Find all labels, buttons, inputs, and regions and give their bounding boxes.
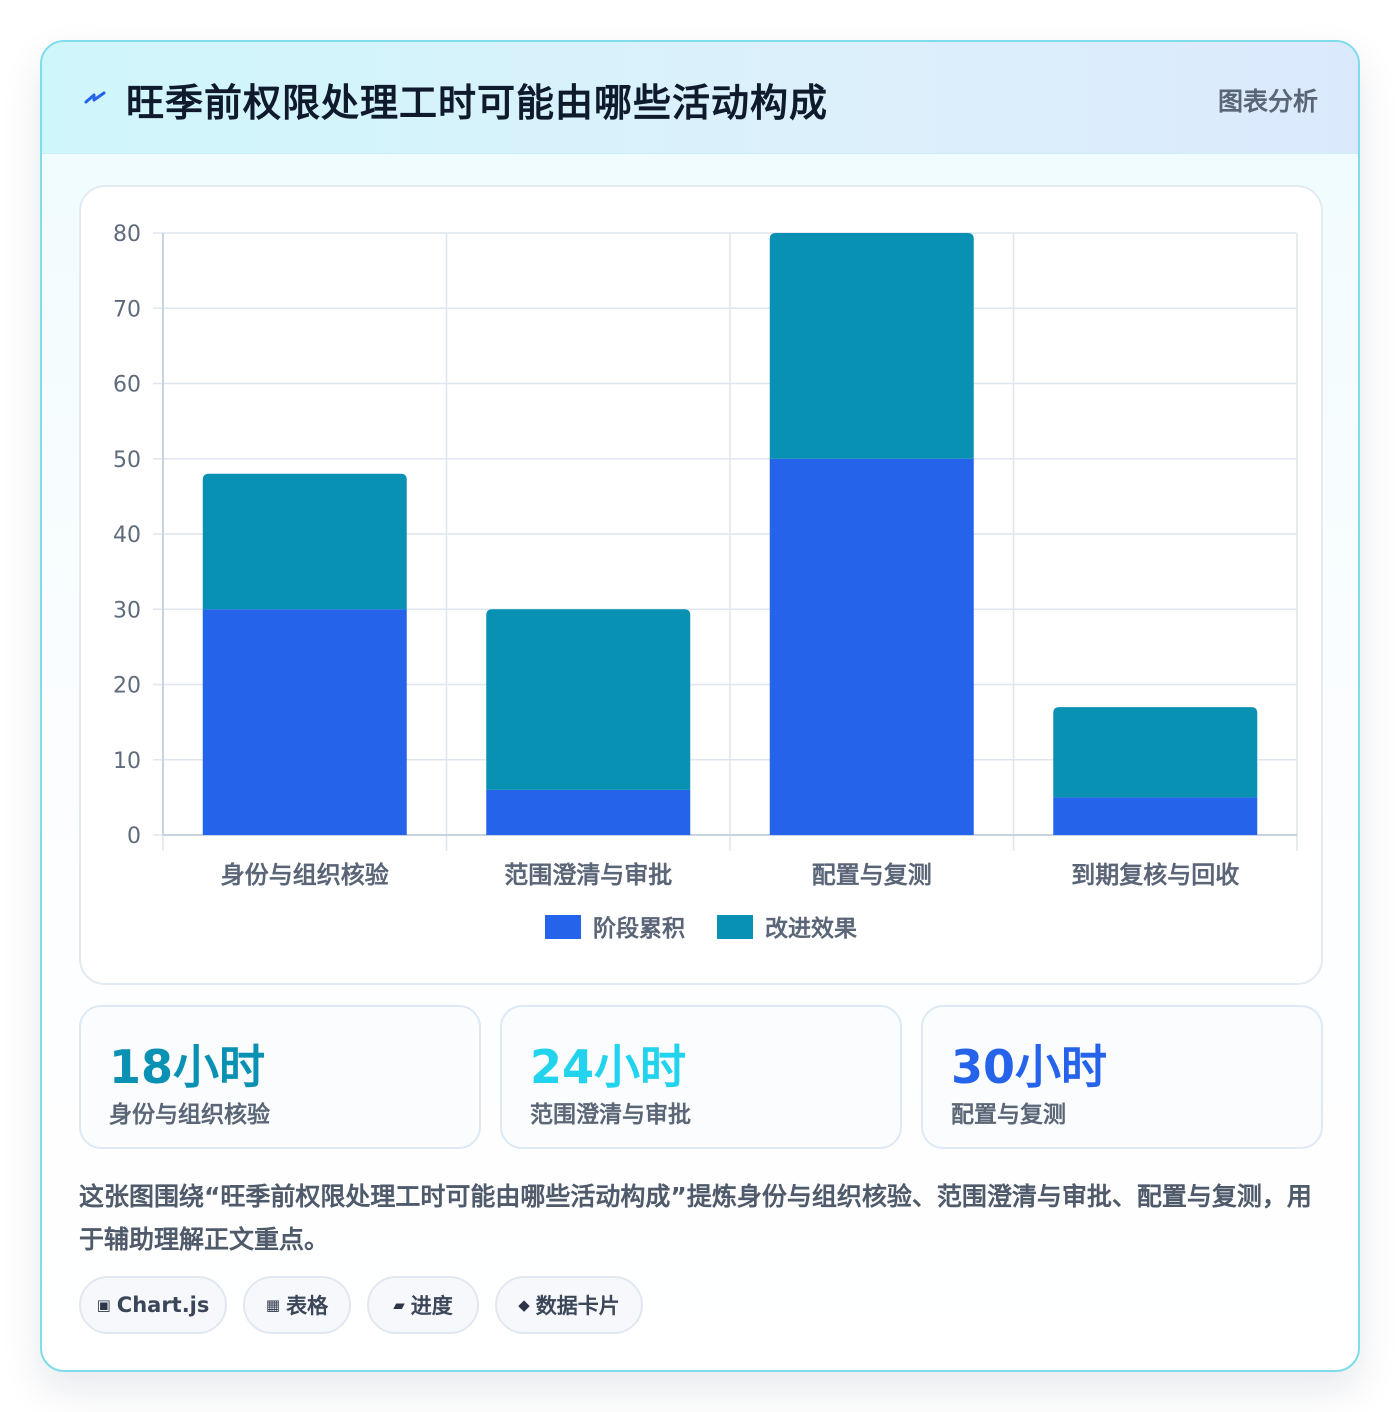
- stat-label: 身份与组织核验: [109, 1102, 270, 1128]
- legend-swatch: [545, 915, 581, 939]
- chip-label: Chart.js: [116, 1293, 210, 1317]
- chip-progress[interactable]: ▰ 进度: [367, 1276, 479, 1334]
- chip-table[interactable]: ▦ 表格: [243, 1276, 351, 1334]
- chip-label: 表格: [286, 1294, 329, 1318]
- stat-value: 24小时: [530, 1040, 687, 1094]
- stat-card: 24小时 范围澄清与审批: [500, 1005, 902, 1149]
- stat-value: 30小时: [951, 1040, 1108, 1094]
- bar-segment: [486, 789, 691, 835]
- bar-segment: [202, 609, 407, 835]
- x-tick-label: 身份与组织核验: [221, 861, 389, 889]
- y-tick-label: 0: [127, 824, 141, 849]
- y-tick-label: 80: [113, 222, 141, 247]
- stat-card: 18小时 身份与组织核验: [79, 1005, 481, 1149]
- stat-value: 18小时: [109, 1040, 266, 1094]
- chip-label: 进度: [410, 1294, 453, 1318]
- bar-segment: [486, 609, 691, 790]
- chip-chartjs[interactable]: ▣ Chart.js: [79, 1276, 227, 1334]
- stat-label: 范围澄清与审批: [530, 1102, 691, 1128]
- bar-segment: [769, 233, 974, 459]
- chart-icon: ▣: [96, 1296, 111, 1314]
- y-tick-label: 50: [113, 448, 141, 473]
- stat-label: 配置与复测: [951, 1102, 1066, 1128]
- chip-data-cards[interactable]: ◆ 数据卡片: [495, 1276, 643, 1334]
- diamond-icon: ◆: [518, 1296, 530, 1314]
- table-icon: ▦: [265, 1296, 281, 1314]
- bar-segment: [202, 473, 407, 610]
- x-tick-label: 范围澄清与审批: [504, 861, 672, 889]
- chip-label: 数据卡片: [535, 1294, 620, 1318]
- bar-segment: [1053, 797, 1258, 835]
- legend-label: 改进效果: [765, 915, 857, 942]
- card-header: 旺季前权限处理工时可能由哪些活动构成 图表分析: [42, 42, 1358, 154]
- header-tag: 图表分析: [1217, 87, 1318, 116]
- chart-description: 这张图围绕“旺季前权限处理工时可能由哪些活动构成”提炼身份与组织核验、范围澄清与…: [79, 1182, 1312, 1254]
- y-tick-label: 30: [113, 598, 141, 623]
- x-tick-label: 配置与复测: [812, 861, 932, 889]
- bar-segment: [769, 458, 974, 835]
- chart-card: 旺季前权限处理工时可能由哪些活动构成 图表分析 0 10 20 30 40 50 60 70 8…: [40, 40, 1360, 1372]
- y-tick-label: 10: [113, 749, 141, 774]
- stat-cards: 18小时 身份与组织核验 24小时 范围澄清与审批 30小时 配置与复测: [79, 1005, 1323, 1149]
- bar-segment: [1053, 707, 1258, 798]
- y-tick-label: 40: [113, 523, 141, 548]
- chart-panel: 0 10 20 30 40 50 60 70 80 身份与组织核验 范围澄清与审批 配置与复测 到期复核…: [79, 185, 1323, 985]
- y-tick-label: 20: [113, 674, 141, 699]
- legend-label: 阶段累积: [593, 915, 685, 942]
- legend-swatch: [717, 915, 753, 939]
- y-tick-label: 60: [113, 373, 141, 398]
- x-tick-label: 到期复核与回收: [1071, 861, 1239, 889]
- page-title: 旺季前权限处理工时可能由哪些活动构成: [126, 81, 829, 125]
- stat-card: 30小时 配置与复测: [921, 1005, 1323, 1149]
- lightning-icon: [84, 91, 106, 104]
- y-tick-label: 70: [113, 297, 141, 322]
- stacked-bar-chart: 0 10 20 30 40 50 60 70 80 身份与组织核验 范围澄清与审批 配置与复测 到期复核…: [113, 222, 1298, 942]
- progress-icon: ▰: [393, 1296, 405, 1314]
